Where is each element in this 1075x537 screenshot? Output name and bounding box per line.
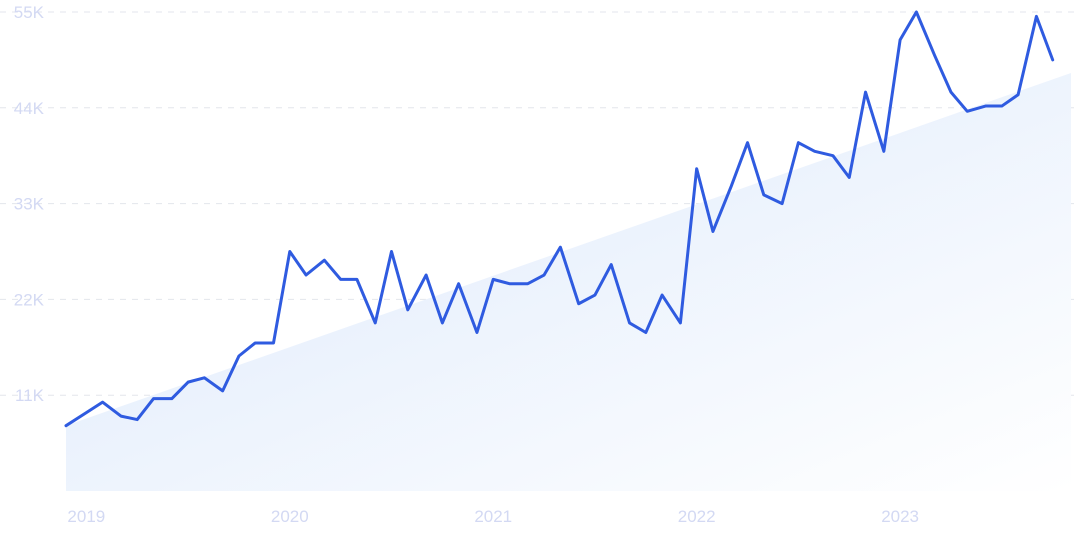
- data-point: [440, 321, 444, 325]
- data-point: [170, 397, 174, 401]
- data-point: [304, 273, 308, 277]
- trend-area: [66, 72, 1071, 492]
- data-point: [1016, 93, 1020, 97]
- data-point: [729, 184, 733, 188]
- data-point: [64, 424, 68, 428]
- y-tick-label: 55K: [14, 3, 45, 22]
- data-point: [644, 330, 648, 334]
- data-point: [882, 149, 886, 153]
- data-point: [628, 321, 632, 325]
- data-point: [84, 411, 88, 415]
- data-point: [746, 141, 750, 145]
- data-point: [355, 277, 359, 281]
- data-point: [151, 397, 155, 401]
- data-point: [593, 293, 597, 297]
- y-tick-label: 11K: [15, 386, 45, 405]
- data-point: [762, 193, 766, 197]
- data-point: [660, 293, 664, 297]
- series-line: [64, 10, 1055, 428]
- data-point: [864, 90, 868, 94]
- y-tick-label: 33K: [14, 195, 45, 214]
- data-point: [526, 282, 530, 286]
- data-point: [949, 90, 953, 94]
- data-point: [406, 308, 410, 312]
- data-point: [135, 418, 139, 422]
- data-point: [933, 54, 937, 58]
- data-point: [695, 167, 699, 171]
- data-point: [965, 109, 969, 113]
- data-point: [339, 277, 343, 281]
- x-tick-label: 2022: [678, 507, 716, 526]
- data-point: [221, 389, 225, 393]
- y-tick-label: 44K: [14, 99, 45, 118]
- data-point: [542, 273, 546, 277]
- data-point: [1034, 14, 1038, 18]
- data-point: [237, 354, 241, 358]
- data-point: [914, 10, 918, 14]
- data-point: [491, 277, 495, 281]
- data-point: [711, 229, 715, 233]
- x-tick-label: 2020: [271, 507, 309, 526]
- data-point: [253, 341, 257, 345]
- x-tick-label: 2023: [881, 507, 919, 526]
- data-point: [288, 250, 292, 254]
- data-point: [475, 330, 479, 334]
- data-point: [577, 302, 581, 306]
- data-point: [780, 202, 784, 206]
- data-point: [424, 273, 428, 277]
- data-point: [373, 321, 377, 325]
- x-tick-label: 2019: [67, 507, 105, 526]
- data-point: [202, 376, 206, 380]
- data-point: [1051, 58, 1055, 62]
- data-point: [186, 380, 190, 384]
- data-point: [322, 258, 326, 262]
- y-tick-label: 22K: [14, 290, 45, 309]
- data-point: [984, 104, 988, 108]
- data-point: [796, 141, 800, 145]
- data-point: [609, 263, 613, 267]
- x-tick-label: 2021: [474, 507, 512, 526]
- data-point: [508, 282, 512, 286]
- data-point: [678, 321, 682, 325]
- data-point: [831, 154, 835, 158]
- data-point: [898, 38, 902, 42]
- data-point: [1000, 104, 1004, 108]
- y-axis-ticks: 11K 22K 33K 44K 55K: [14, 3, 45, 405]
- data-point: [101, 400, 105, 404]
- data-point: [813, 149, 817, 153]
- x-axis-ticks: 2019 2020 2021 2022 2023: [67, 507, 919, 526]
- data-point: [119, 414, 123, 418]
- data-point: [272, 341, 276, 345]
- data-point: [457, 282, 461, 286]
- data-point: [558, 245, 562, 249]
- data-point: [390, 250, 394, 254]
- data-point: [847, 175, 851, 179]
